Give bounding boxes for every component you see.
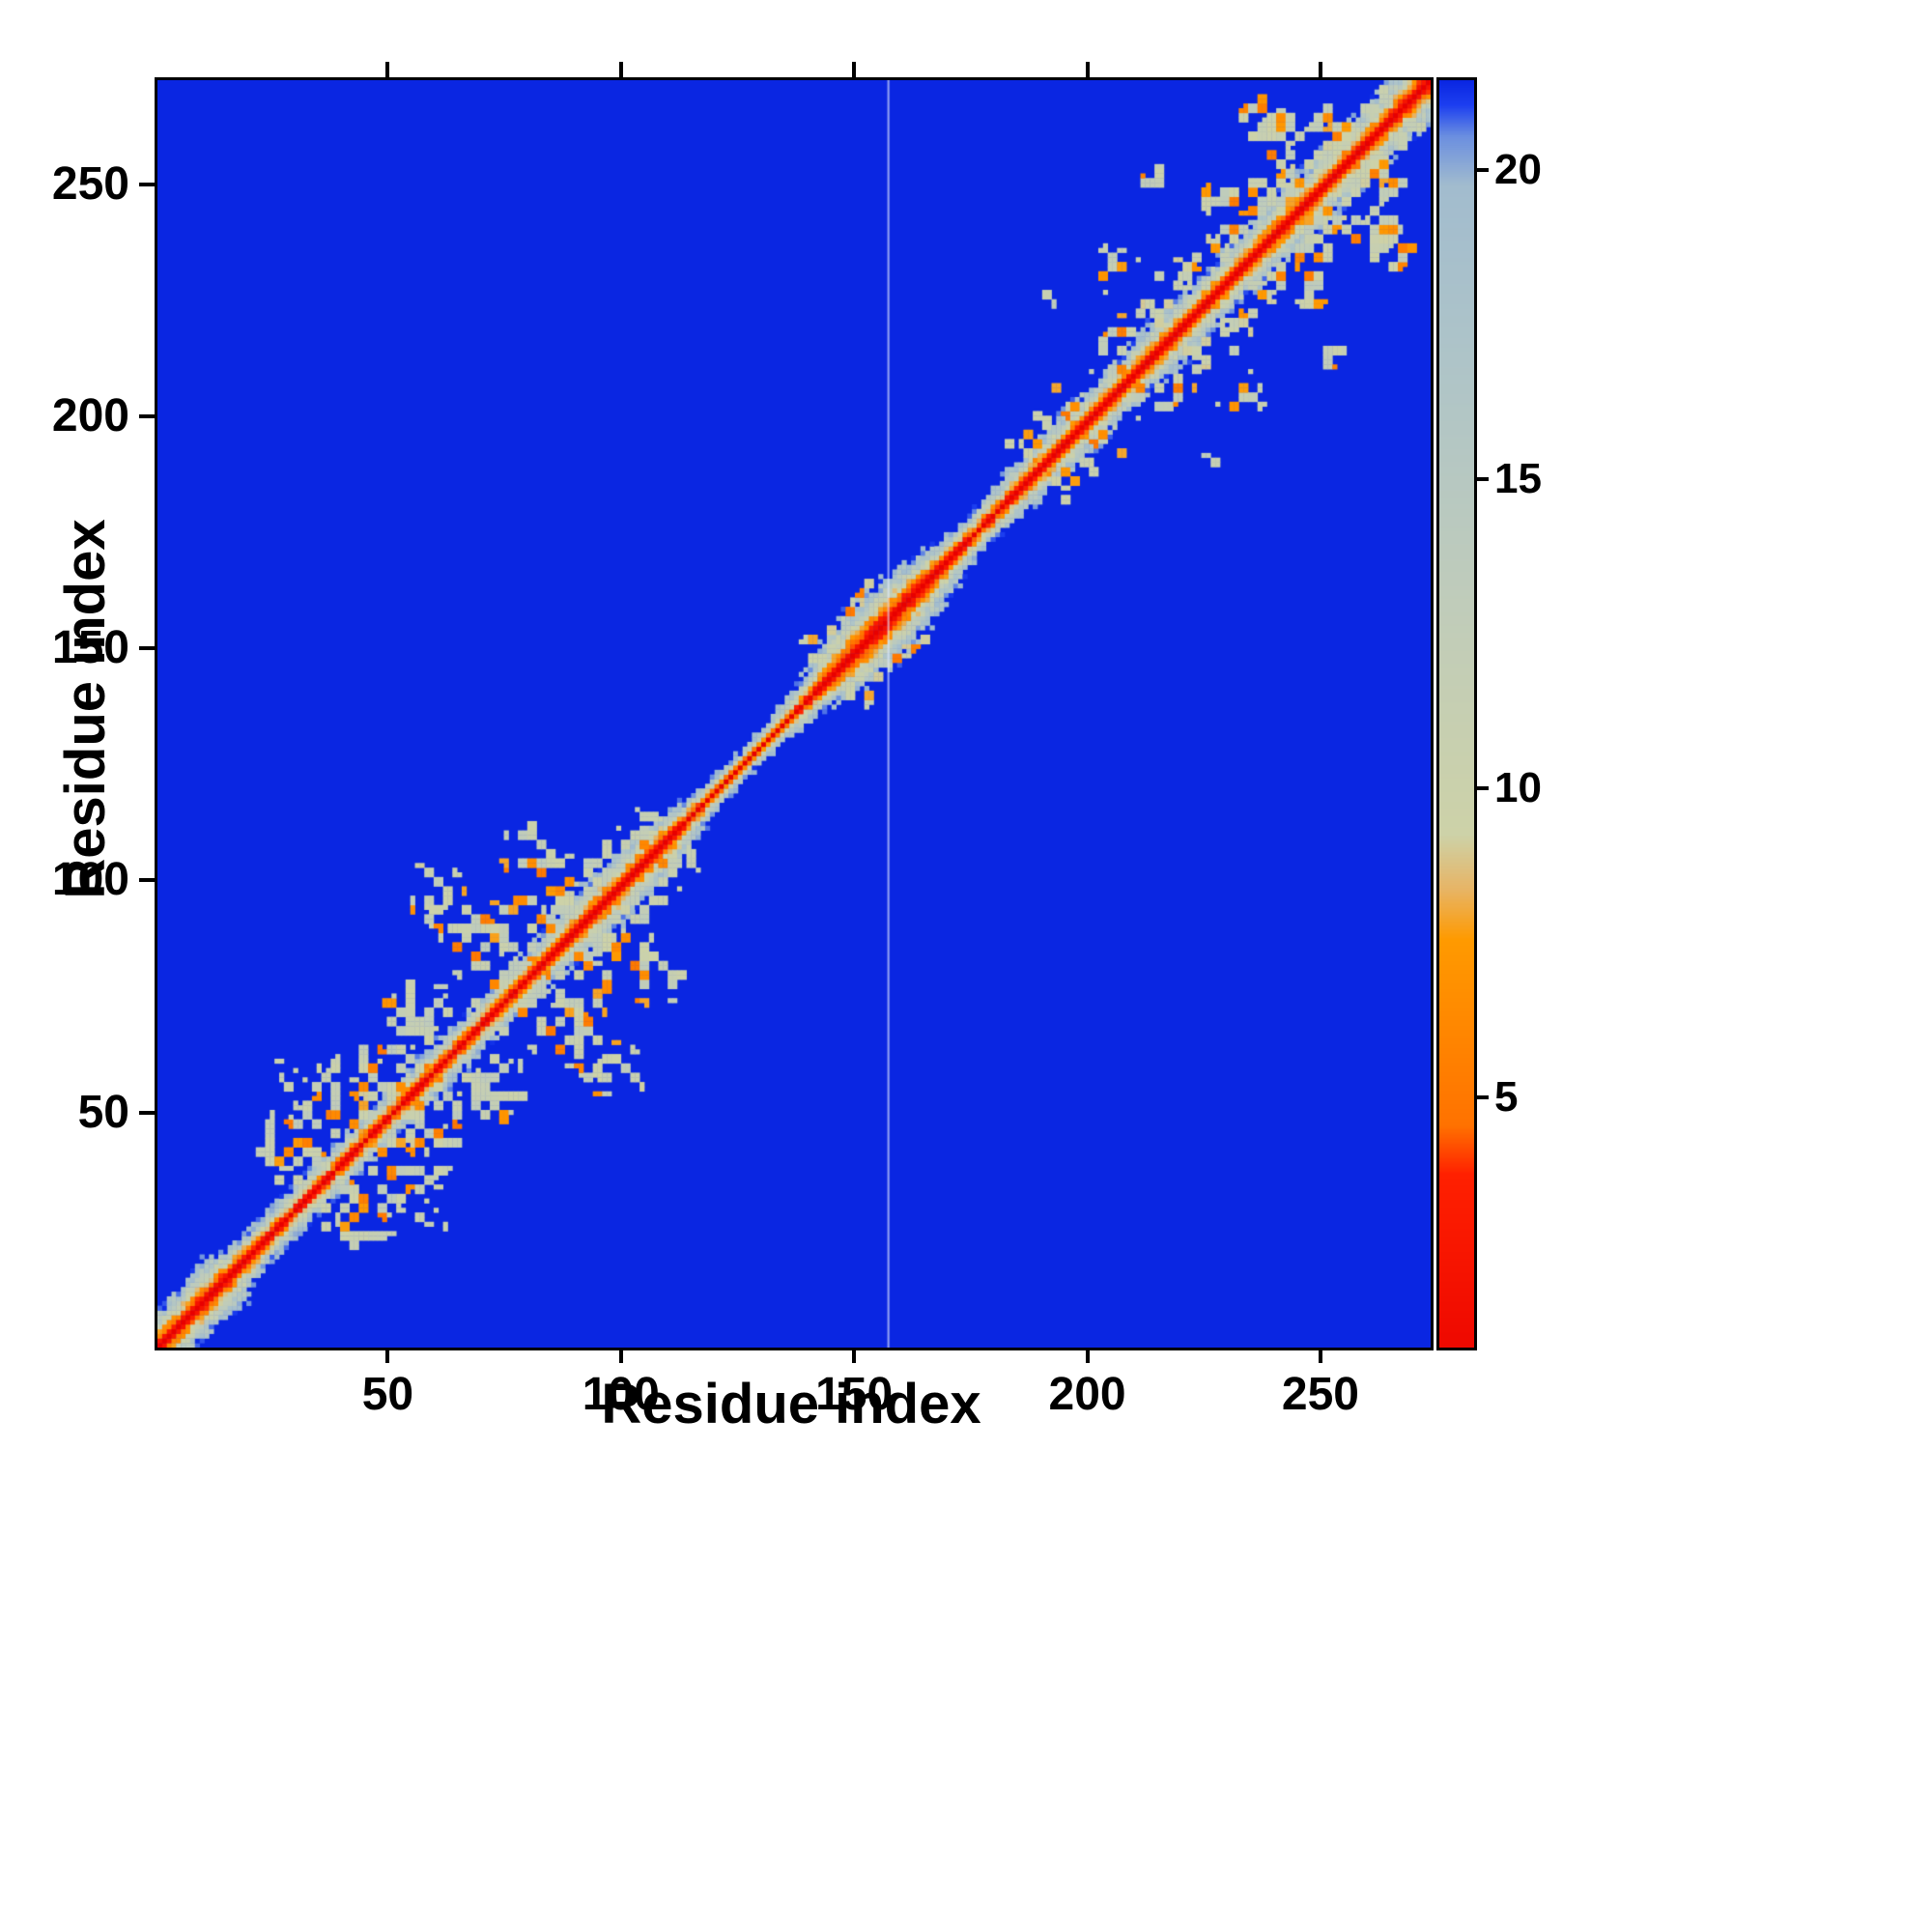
colorbar-tick: [1477, 1095, 1489, 1099]
colorbar-tick: [1477, 168, 1489, 172]
x-tick-top: [385, 62, 390, 77]
x-tick: [852, 1348, 857, 1363]
x-axis-label: Residue index: [601, 1373, 981, 1435]
x-tick-top: [1085, 62, 1090, 77]
x-tick-top: [1318, 62, 1322, 77]
y-axis-label: Residue index: [54, 519, 117, 899]
y-tick-label: 250: [51, 157, 129, 210]
colorbar-tick-label: 15: [1494, 455, 1542, 502]
y-tick: [139, 413, 155, 418]
x-tick-label: 250: [1281, 1369, 1359, 1420]
colorbar-tick-label: 5: [1494, 1073, 1519, 1121]
y-tick-label: 50: [77, 1086, 129, 1138]
colorbar-tick-label: 20: [1494, 146, 1542, 193]
x-tick: [1085, 1348, 1090, 1363]
y-tick: [139, 1110, 155, 1115]
y-tick: [139, 182, 155, 186]
colorbar-tick: [1477, 786, 1489, 790]
x-tick: [618, 1348, 623, 1363]
heatmap-plot-frame: [155, 77, 1434, 1350]
y-tick-label: 100: [51, 854, 129, 906]
y-tick-label: 200: [51, 389, 129, 441]
x-tick-label: 150: [815, 1369, 894, 1420]
x-tick-label: 50: [361, 1369, 414, 1420]
colorbar-gradient: [1439, 80, 1474, 1348]
y-tick-label: 150: [51, 622, 129, 674]
y-tick: [139, 646, 155, 651]
y-tick: [139, 878, 155, 883]
x-tick: [385, 1348, 390, 1363]
x-tick-top: [852, 62, 857, 77]
x-tick-label: 200: [1048, 1369, 1126, 1420]
colorbar: [1436, 77, 1477, 1350]
colorbar-tick: [1477, 477, 1489, 481]
colorbar-tick-label: 10: [1494, 764, 1542, 811]
x-tick: [1318, 1348, 1322, 1363]
heatmap-canvas: [157, 80, 1431, 1348]
x-tick-top: [618, 62, 623, 77]
x-tick-label: 100: [582, 1369, 660, 1420]
